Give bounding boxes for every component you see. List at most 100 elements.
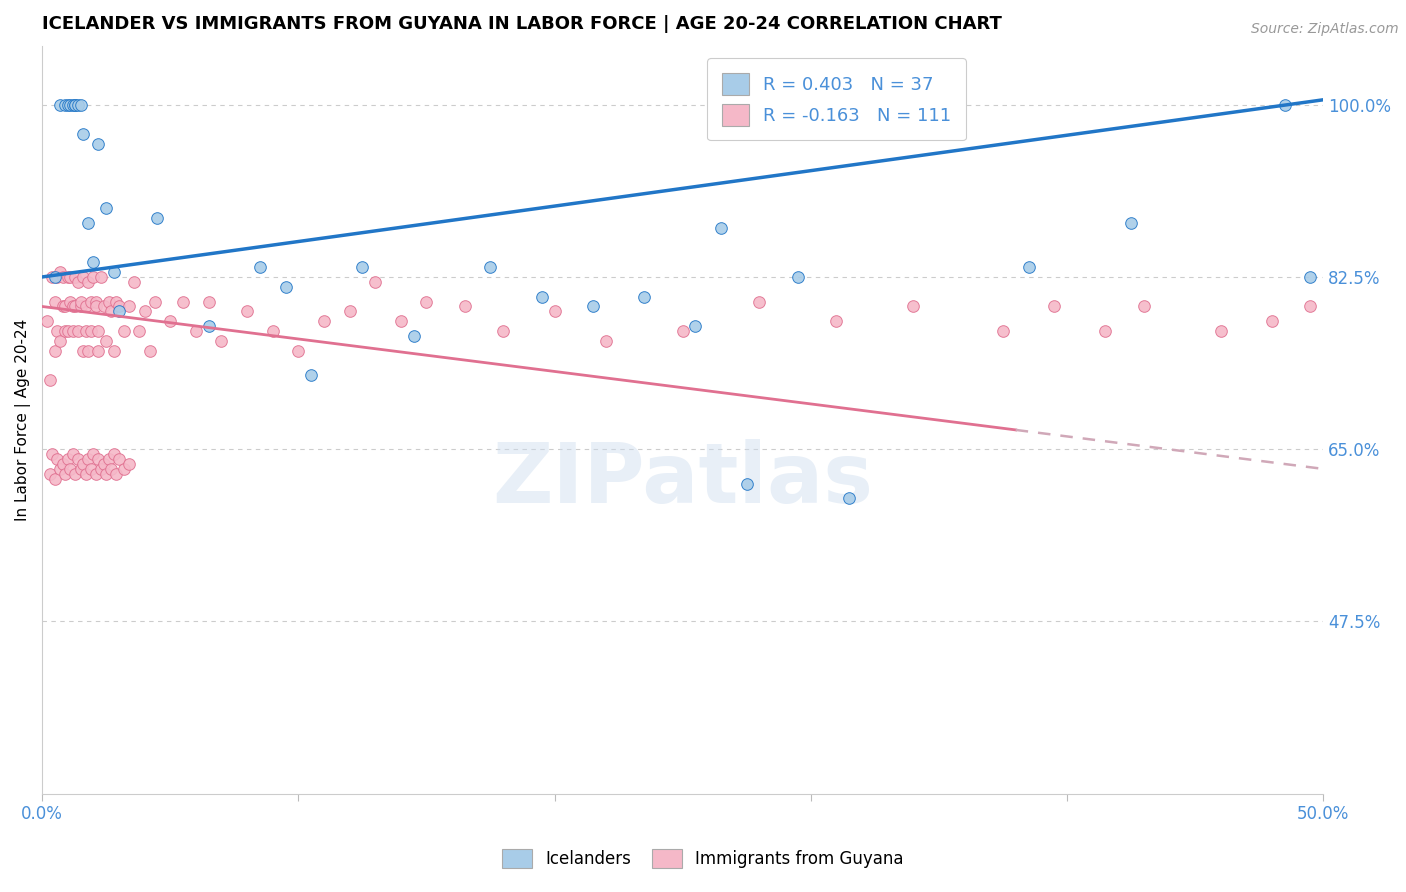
- Point: [37, 314, 59, 328]
- Point: [685, 319, 707, 334]
- Point: [312, 314, 335, 328]
- Point: [103, 447, 125, 461]
- Point: [80, 462, 103, 476]
- Point: [1261, 314, 1284, 328]
- Point: [287, 343, 309, 358]
- Point: [72, 269, 94, 284]
- Point: [87, 324, 110, 338]
- Point: [41, 447, 63, 461]
- Point: [108, 452, 131, 467]
- Point: [124, 275, 146, 289]
- Point: [991, 324, 1014, 338]
- Point: [97, 452, 120, 467]
- Point: [65, 269, 87, 284]
- Point: [84, 300, 107, 314]
- Point: [299, 368, 322, 383]
- Point: [364, 275, 387, 289]
- Point: [53, 467, 76, 481]
- Legend: Icelanders, Immigrants from Guyana: Icelanders, Immigrants from Guyana: [496, 842, 910, 875]
- Point: [49, 97, 72, 112]
- Point: [66, 97, 89, 112]
- Point: [46, 269, 69, 284]
- Point: [65, 300, 87, 314]
- Point: [211, 334, 233, 348]
- Point: [62, 447, 84, 461]
- Point: [1094, 324, 1116, 338]
- Point: [389, 314, 412, 328]
- Point: [96, 334, 118, 348]
- Point: [87, 452, 110, 467]
- Point: [710, 220, 733, 235]
- Point: [105, 294, 128, 309]
- Point: [339, 304, 361, 318]
- Point: [53, 97, 76, 112]
- Point: [41, 269, 63, 284]
- Point: [825, 314, 848, 328]
- Point: [1209, 324, 1232, 338]
- Point: [108, 300, 131, 314]
- Point: [62, 300, 84, 314]
- Point: [65, 467, 87, 481]
- Point: [77, 452, 100, 467]
- Point: [77, 216, 100, 230]
- Point: [595, 334, 617, 348]
- Point: [108, 304, 131, 318]
- Point: [53, 300, 76, 314]
- Point: [82, 447, 104, 461]
- Point: [159, 314, 181, 328]
- Point: [93, 300, 115, 314]
- Point: [172, 294, 194, 309]
- Point: [44, 472, 66, 486]
- Point: [146, 211, 169, 225]
- Point: [66, 452, 89, 467]
- Point: [69, 300, 91, 314]
- Point: [77, 343, 100, 358]
- Point: [633, 290, 655, 304]
- Point: [838, 491, 860, 506]
- Point: [49, 334, 72, 348]
- Point: [543, 304, 565, 318]
- Point: [103, 343, 125, 358]
- Point: [75, 467, 97, 481]
- Point: [903, 300, 925, 314]
- Point: [87, 137, 110, 152]
- Point: [134, 304, 156, 318]
- Point: [100, 462, 122, 476]
- Legend: R = 0.403   N = 37, R = -0.163   N = 111: R = 0.403 N = 37, R = -0.163 N = 111: [707, 59, 966, 140]
- Point: [197, 319, 219, 334]
- Point: [49, 265, 72, 279]
- Point: [84, 294, 107, 309]
- Point: [44, 294, 66, 309]
- Point: [38, 467, 60, 481]
- Point: [69, 462, 91, 476]
- Point: [77, 275, 100, 289]
- Point: [1119, 216, 1142, 230]
- Point: [100, 304, 122, 318]
- Point: [454, 300, 477, 314]
- Point: [105, 467, 128, 481]
- Text: ICELANDER VS IMMIGRANTS FROM GUYANA IN LABOR FORCE | AGE 20-24 CORRELATION CHART: ICELANDER VS IMMIGRANTS FROM GUYANA IN L…: [42, 15, 1002, 33]
- Point: [184, 324, 207, 338]
- Point: [274, 280, 297, 294]
- Point: [52, 269, 75, 284]
- Point: [1299, 300, 1322, 314]
- Point: [56, 324, 79, 338]
- Point: [80, 294, 103, 309]
- Point: [1299, 269, 1322, 284]
- Point: [103, 265, 125, 279]
- Point: [82, 269, 104, 284]
- Point: [56, 452, 79, 467]
- Point: [118, 457, 141, 471]
- Point: [1018, 260, 1040, 274]
- Point: [72, 128, 94, 142]
- Point: [52, 300, 75, 314]
- Point: [96, 467, 118, 481]
- Point: [46, 452, 69, 467]
- Point: [138, 343, 160, 358]
- Point: [84, 467, 107, 481]
- Point: [72, 457, 94, 471]
- Point: [97, 294, 120, 309]
- Point: [492, 324, 515, 338]
- Point: [52, 457, 75, 471]
- Point: [87, 343, 110, 358]
